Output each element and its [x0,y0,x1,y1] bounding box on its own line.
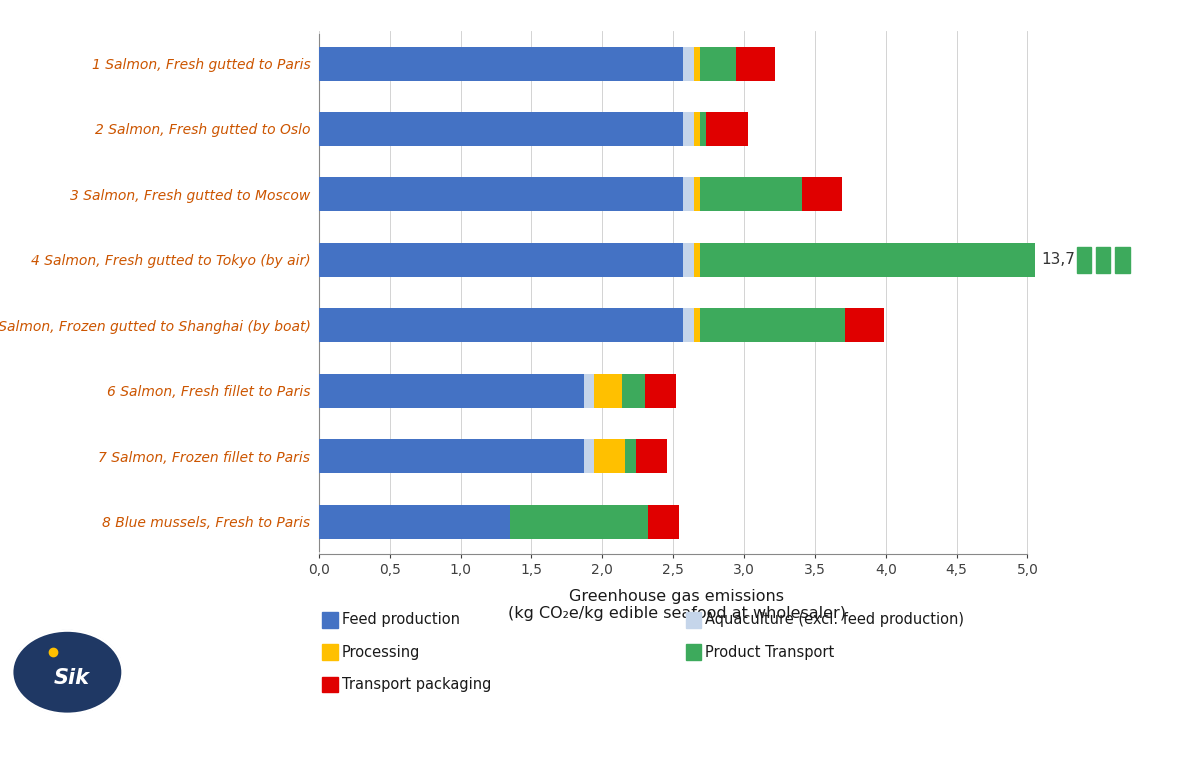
Bar [700,112,706,146]
Bar [694,243,700,277]
Bar [700,308,845,343]
Bar [594,373,622,408]
Bar [647,504,678,539]
Bar [624,439,636,474]
Ellipse shape [12,631,123,714]
Text: Transport packaging: Transport packaging [342,677,491,692]
Bar [700,46,735,81]
Bar [706,112,748,146]
Bar [645,373,676,408]
Bar [319,439,583,474]
Bar [845,308,884,343]
X-axis label: Greenhouse gas emissions
(kg CO₂e/kg edible seafood at wholesaler): Greenhouse gas emissions (kg CO₂e/kg edi… [508,588,846,621]
Bar [319,46,683,81]
Bar [1115,247,1130,273]
Bar [694,177,700,212]
Bar [683,177,694,212]
Bar [319,243,683,277]
Bar [594,439,624,474]
Bar [683,243,694,277]
Bar [622,373,645,408]
Text: 13,7: 13,7 [1042,253,1075,267]
Text: Sik: Sik [54,668,90,688]
Bar [1096,247,1110,273]
Bar [683,112,694,146]
Bar [636,439,668,474]
Bar [319,373,583,408]
Bar [319,177,683,212]
Text: Ⓢ: Ⓢ [59,730,73,750]
Bar [700,243,1035,277]
Text: Processing: Processing [342,644,420,660]
Text: SINTEF Fiskeri og havbruk AS: SINTEF Fiskeri og havbruk AS [463,731,740,749]
Bar [510,504,647,539]
Bar [694,308,700,343]
Text: Feed production: Feed production [342,612,460,628]
Bar [1077,247,1091,273]
Text: SINTEF: SINTEF [126,731,197,749]
Bar [319,504,510,539]
Bar [735,46,775,81]
Bar [583,439,594,474]
Bar [694,112,700,146]
Bar [583,373,594,408]
Bar [694,46,700,81]
Bar [683,46,694,81]
Bar [319,112,683,146]
Bar [683,308,694,343]
Bar [700,177,802,212]
Bar [802,177,842,212]
Text: Aquaculture (excl. feed production): Aquaculture (excl. feed production) [705,612,964,628]
Text: Product Transport: Product Transport [705,644,834,660]
Bar [319,308,683,343]
